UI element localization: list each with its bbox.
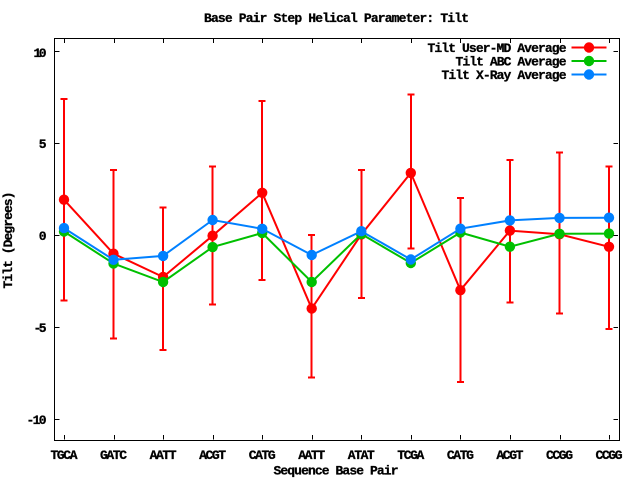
svg-text:CATG: CATG (447, 448, 474, 463)
svg-text:5: 5 (39, 137, 47, 152)
svg-text:Tilt X-Ray Average: Tilt X-Ray Average (442, 68, 567, 83)
svg-text:Sequence Base Pair: Sequence Base Pair (274, 464, 399, 479)
svg-text:-5: -5 (34, 321, 47, 336)
svg-text:CCGG: CCGG (596, 448, 623, 463)
svg-text:Tilt User-MD Average: Tilt User-MD Average (428, 41, 567, 56)
svg-text:Base Pair Step Helical Paramet: Base Pair Step Helical Parameter: Tilt (204, 11, 469, 26)
svg-text:ATAT: ATAT (348, 448, 375, 463)
svg-text:ACGT: ACGT (496, 448, 523, 463)
svg-text:Tilt (Degrees): Tilt (Degrees) (1, 192, 16, 289)
svg-text:10: 10 (34, 46, 47, 61)
svg-text:AATT: AATT (298, 448, 325, 463)
svg-text:0: 0 (39, 229, 47, 244)
svg-text:TGCA: TGCA (51, 448, 78, 463)
svg-text:Tilt ABC Average: Tilt ABC Average (456, 54, 567, 69)
svg-text:ACGT: ACGT (199, 448, 226, 463)
svg-text:CATG: CATG (249, 448, 276, 463)
svg-text:GATC: GATC (100, 448, 127, 463)
svg-text:CCGG: CCGG (546, 448, 573, 463)
svg-text:TCGA: TCGA (397, 448, 424, 463)
svg-text:-10: -10 (27, 413, 47, 428)
svg-text:AATT: AATT (150, 448, 177, 463)
